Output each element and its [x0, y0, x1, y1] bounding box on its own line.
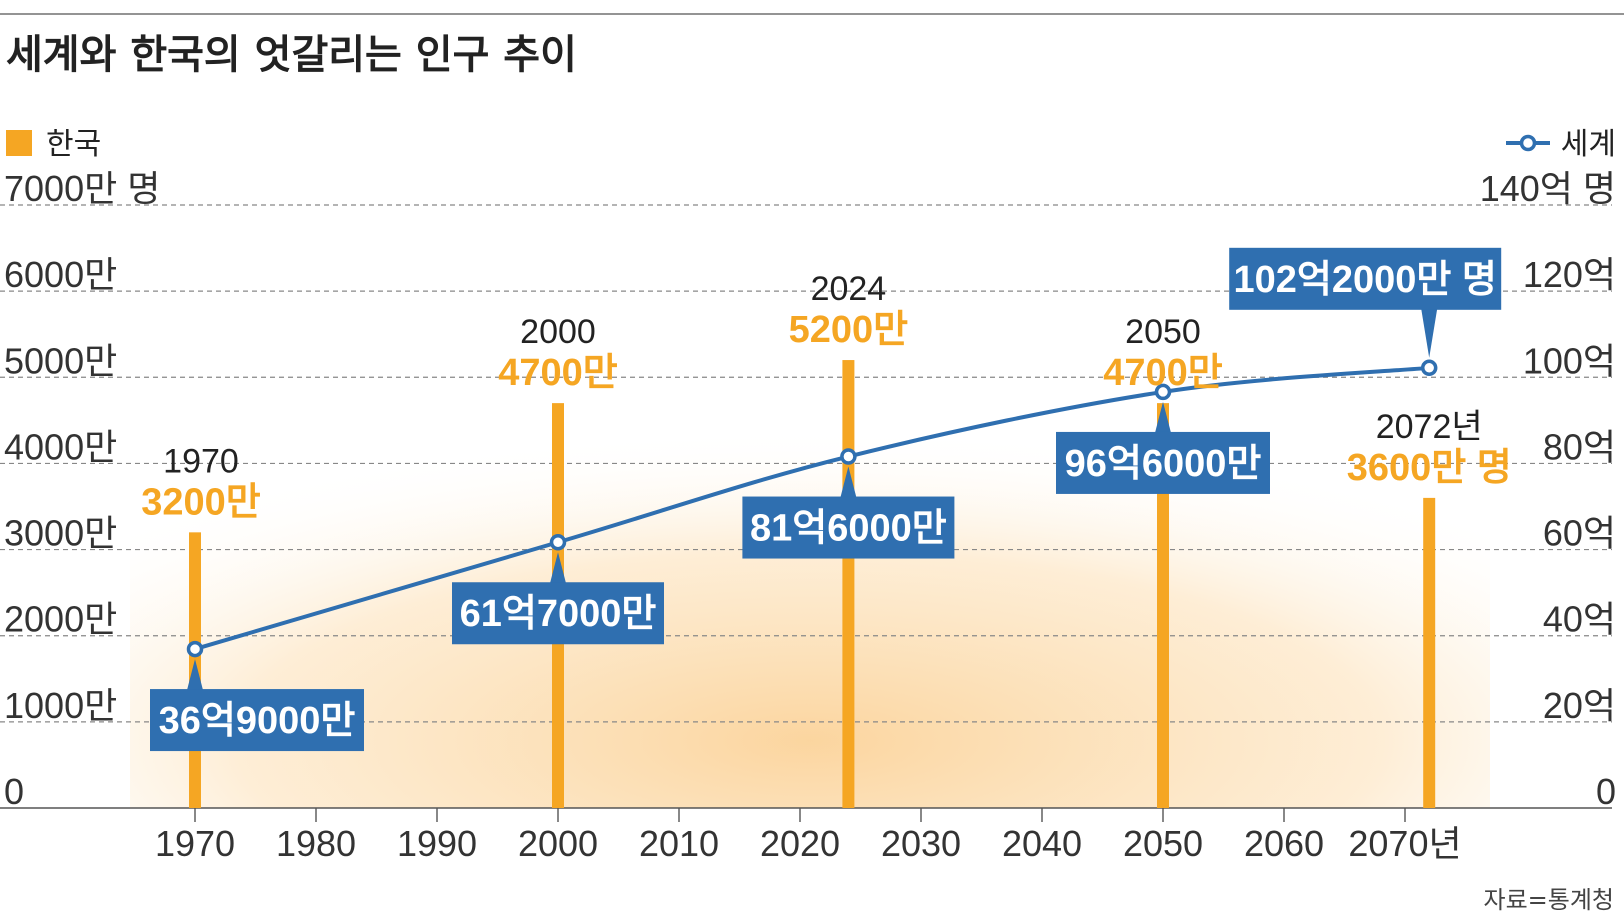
world-callout-pointer — [1421, 308, 1438, 358]
x-axis-tick-label: 1980 — [276, 823, 356, 864]
world-callout-box — [150, 689, 364, 752]
axes: 0 0 1000만 20억 2000만 40억 3000만 60억 4000만 80억 5000만 1… — [0, 168, 1616, 864]
right-axis-tick-label: 0 — [1596, 771, 1616, 812]
x-axis-tick-label: 2050 — [1123, 823, 1203, 864]
world-point-marker — [1420, 359, 1438, 377]
world-callout-pointer — [1155, 401, 1171, 433]
legend: 한국 세계 — [6, 128, 1616, 161]
world-callout-box — [1229, 247, 1502, 310]
left-axis-tick-label: 3000만 — [4, 513, 117, 554]
korea-year-label: 2072년 — [1376, 408, 1483, 446]
x-axis-tick-label: 2010 — [639, 823, 719, 864]
world-value-label: 36억9000만 — [159, 700, 356, 742]
chart-title: 세계와 한국의 엇갈리는 인구 추이 — [6, 32, 577, 78]
x-axis-tick-label: 2020 — [760, 823, 840, 864]
x-axis-tick-label: 1990 — [397, 823, 477, 864]
x-axis-tick-label: 2030 — [881, 823, 961, 864]
right-axis-tick-label: 120억 — [1523, 254, 1616, 295]
world-callout-box — [1056, 431, 1270, 494]
left-axis-tick-label: 7000만 명 — [4, 168, 160, 209]
korea-value-label: 4700만 — [498, 352, 618, 394]
korea-year-label: 2000 — [520, 313, 596, 351]
world-point-marker — [549, 533, 567, 551]
x-axis-tick-label: 2000 — [518, 823, 598, 864]
world-point-marker — [840, 448, 857, 465]
legend-korea-label: 한국 — [46, 128, 101, 161]
legend-world-marker — [1519, 134, 1537, 152]
world-value-label: 102억2000만 명 — [1234, 259, 1497, 301]
world-callout-box — [742, 496, 955, 559]
world-callout-box — [452, 582, 664, 645]
world-callout-pointer — [187, 659, 203, 691]
right-axis-tick-label: 20억 — [1543, 685, 1616, 726]
right-axis-tick-label: 140억 명 — [1480, 168, 1616, 209]
korea-value-label: 4700만 — [1103, 352, 1223, 394]
world-value-label: 96억6000만 — [1065, 443, 1262, 485]
x-axis-tick-label: 2060 — [1244, 823, 1324, 864]
korea-bar — [1423, 497, 1436, 808]
x-axis-tick-label: 1970 — [155, 823, 235, 864]
right-axis-tick-label: 80억 — [1543, 426, 1616, 467]
source-note: 자료=통계청 — [1483, 886, 1614, 914]
korea-bar — [842, 360, 855, 808]
korea-year-label: 1970 — [163, 442, 239, 480]
korea-value-label: 5200만 — [789, 309, 909, 351]
left-axis-tick-label: 6000만 — [4, 254, 117, 295]
left-axis-tick-label: 0 — [4, 771, 24, 812]
x-axis-tick-label: 2040 — [1002, 823, 1082, 864]
world-series-line — [194, 365, 1430, 651]
left-axis-tick-label: 4000만 — [4, 426, 117, 467]
world-line — [186, 359, 1438, 658]
korea-bar — [1157, 403, 1169, 808]
world-point-marker — [1154, 383, 1172, 401]
left-axis-tick-label: 1000만 — [4, 685, 117, 726]
world-point-marker — [186, 640, 204, 658]
right-axis-tick-label: 100억 — [1523, 340, 1616, 381]
legend-korea-swatch — [6, 130, 32, 156]
right-axis-tick-label: 60억 — [1543, 513, 1616, 554]
korea-value-label: 3600만 명 — [1347, 447, 1512, 489]
world-callout-pointer — [840, 466, 857, 498]
world-value-label: 61억7000만 — [460, 593, 657, 635]
world-value-label: 81억6000만 — [750, 508, 947, 550]
x-axis-tick-label: 2070년 — [1348, 823, 1461, 864]
korea-value-label: 3200만 — [141, 481, 261, 523]
left-axis-tick-label: 2000만 — [4, 599, 117, 640]
world-callout-pointer — [550, 552, 566, 584]
legend-world-label: 세계 — [1561, 128, 1616, 161]
right-axis-tick-label: 40억 — [1543, 599, 1616, 640]
korea-year-label: 2024 — [811, 270, 887, 308]
korea-year-label: 2050 — [1125, 313, 1201, 351]
left-axis-tick-label: 5000만 — [4, 340, 117, 381]
